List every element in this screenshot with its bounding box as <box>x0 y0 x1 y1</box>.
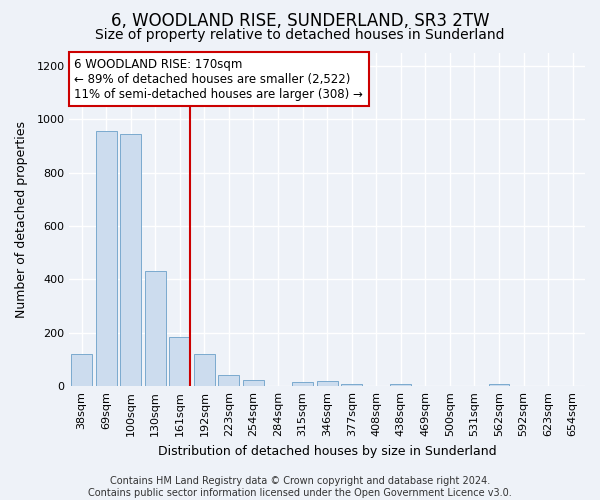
Text: Contains HM Land Registry data © Crown copyright and database right 2024.
Contai: Contains HM Land Registry data © Crown c… <box>88 476 512 498</box>
Bar <box>96 131 116 386</box>
Bar <box>120 134 141 386</box>
Text: 6, WOODLAND RISE, SUNDERLAND, SR3 2TW: 6, WOODLAND RISE, SUNDERLAND, SR3 2TW <box>110 12 490 30</box>
Bar <box>341 384 362 386</box>
Bar <box>71 354 92 386</box>
Bar <box>391 384 411 386</box>
Bar <box>169 337 190 386</box>
Y-axis label: Number of detached properties: Number of detached properties <box>15 121 28 318</box>
Bar <box>194 354 215 386</box>
Bar <box>317 382 338 386</box>
Bar <box>488 384 509 386</box>
Text: Size of property relative to detached houses in Sunderland: Size of property relative to detached ho… <box>95 28 505 42</box>
X-axis label: Distribution of detached houses by size in Sunderland: Distribution of detached houses by size … <box>158 444 496 458</box>
Text: 6 WOODLAND RISE: 170sqm
← 89% of detached houses are smaller (2,522)
11% of semi: 6 WOODLAND RISE: 170sqm ← 89% of detache… <box>74 58 364 100</box>
Bar <box>292 382 313 386</box>
Bar <box>218 374 239 386</box>
Bar <box>145 272 166 386</box>
Bar <box>243 380 264 386</box>
